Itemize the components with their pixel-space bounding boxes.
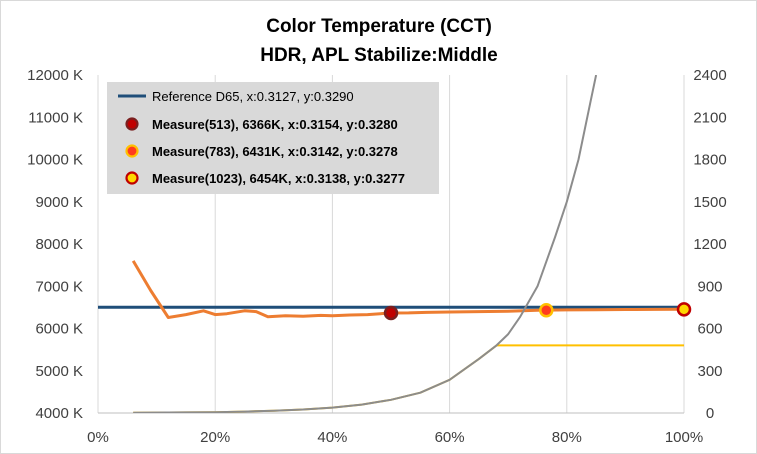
legend-entry-label: Measure(513), 6366K, x:0.3154, y:0.3280 xyxy=(152,117,398,132)
legend-box xyxy=(107,82,439,194)
y-left-tick-label: 12000 K xyxy=(27,67,83,84)
axes: 0% 20% 40% 60% 80% 100% 4000 K 5000 K 6000 K 7000… xyxy=(27,67,727,446)
x-tick-label: 60% xyxy=(435,429,465,446)
legend-swatch-marker xyxy=(125,144,139,158)
y-left-tick-label: 11000 K xyxy=(28,109,83,126)
y-left-tick-label: 7000 K xyxy=(35,278,83,295)
y-right-tick-label: 0 xyxy=(706,405,714,422)
x-tick-label: 20% xyxy=(200,429,230,446)
legend-swatch-marker xyxy=(125,117,139,131)
y-left-tick-label: 4000 K xyxy=(35,405,83,422)
chart-subtitle: HDR, APL Stabilize:Middle xyxy=(260,45,498,66)
y-left-tick-label: 8000 K xyxy=(35,236,83,253)
y-right-tick-label: 1200 xyxy=(693,236,726,253)
legend: Reference D65, x:0.3127, y:0.3290 Measure… xyxy=(107,82,439,194)
y-right-tick-label: 2400 xyxy=(693,67,726,84)
legend-entry-label: Measure(1023), 6454K, x:0.3138, y:0.3277 xyxy=(152,171,405,186)
x-tick-label: 80% xyxy=(552,429,582,446)
legend-swatch-marker xyxy=(125,171,139,185)
legend-entry-label: Measure(783), 6431K, x:0.3142, y:0.3278 xyxy=(152,144,398,159)
y-right-tick-label: 900 xyxy=(697,278,722,295)
measure-point-0 xyxy=(383,305,399,321)
series-line-3 xyxy=(133,75,598,413)
measure-points xyxy=(383,302,692,321)
x-tick-label: 100% xyxy=(665,429,703,446)
x-tick-label: 0% xyxy=(87,429,109,446)
y-right-tick-label: 1800 xyxy=(693,152,726,169)
y-right-tick-label: 600 xyxy=(697,321,722,338)
y-right-tick-label: 1500 xyxy=(693,194,726,211)
y-right-tick-label: 2100 xyxy=(693,109,726,126)
x-tick-label: 40% xyxy=(317,429,347,446)
measure-point-1 xyxy=(539,303,554,318)
chart-title: Color Temperature (CCT) xyxy=(266,16,492,37)
y-left-tick-label: 6000 K xyxy=(35,321,83,338)
measure-point-2 xyxy=(676,302,692,317)
y-right-tick-label: 300 xyxy=(697,363,722,380)
y-left-tick-label: 10000 K xyxy=(27,152,83,169)
legend-entry-label: Reference D65, x:0.3127, y:0.3290 xyxy=(152,89,354,104)
y-left-tick-label: 9000 K xyxy=(35,194,83,211)
y-left-tick-label: 5000 K xyxy=(35,363,83,380)
